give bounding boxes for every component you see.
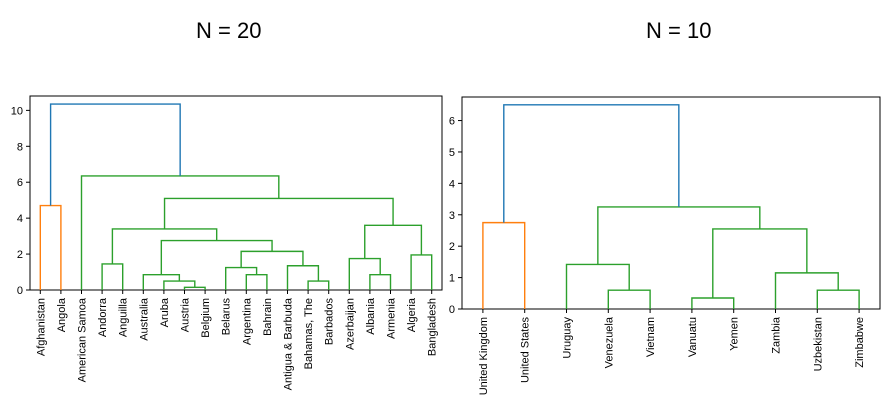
chart-title-right: N = 10 bbox=[646, 18, 712, 43]
right-dendrogram-link bbox=[774, 272, 839, 309]
left-ytick-label: 4 bbox=[17, 213, 23, 225]
right-ytick-label: 3 bbox=[449, 210, 455, 222]
right-leaf-label: Uruguay bbox=[562, 317, 574, 359]
left-leaf-label: Belarus bbox=[221, 298, 233, 336]
left-dendrogram-link bbox=[240, 250, 304, 268]
left-ytick-label: 10 bbox=[11, 105, 23, 117]
left-ytick-label: 2 bbox=[17, 249, 23, 261]
left-dendrogram-link bbox=[142, 274, 181, 290]
left-dendrogram-link bbox=[307, 280, 330, 290]
left-dendrogram-link bbox=[348, 257, 381, 290]
left-leaf-label: Anguilla bbox=[118, 297, 130, 337]
right-leaf-label: United Kingdom bbox=[478, 317, 490, 395]
right-dendrogram-link bbox=[607, 289, 651, 309]
left-leaf-label: Aruba bbox=[159, 297, 171, 327]
left-leaf-label: American Samoa bbox=[77, 297, 89, 382]
left-plot-frame bbox=[29, 95, 443, 291]
left-leaf-label: Armenia bbox=[386, 297, 398, 339]
left-dendrogram-link bbox=[286, 265, 320, 290]
chart-title-left: N = 20 bbox=[196, 18, 262, 43]
left-dendrogram-link bbox=[369, 274, 392, 290]
left-leaf-label: Austria bbox=[180, 297, 192, 332]
right-leaf-label: United States bbox=[520, 317, 532, 384]
right-ytick-label: 6 bbox=[449, 116, 455, 128]
left-leaf-label: Afghanistan bbox=[35, 298, 47, 356]
right-leaf-label: Vietnam bbox=[645, 317, 657, 357]
left-leaf-label: Algeria bbox=[406, 297, 418, 332]
right-leaf-label: Uzbekistan bbox=[812, 317, 824, 371]
right-leaf-label: Yemen bbox=[729, 317, 741, 351]
left-leaf-label: Andorra bbox=[97, 297, 109, 337]
left-dendrogram-link bbox=[183, 286, 206, 290]
right-leaf-label: Venezuela bbox=[603, 316, 615, 368]
right-ytick-label: 1 bbox=[449, 273, 455, 285]
left-dendrogram-link bbox=[101, 263, 124, 290]
right-dendrogram-link bbox=[712, 228, 808, 299]
left-dendrogram-link bbox=[163, 280, 196, 290]
right-leaf-label: Zambia bbox=[771, 316, 783, 354]
left-dendrogram-link bbox=[160, 239, 273, 275]
right-leaf-label: Vanuatu bbox=[687, 317, 699, 357]
left-leaf-label: Angola bbox=[56, 297, 68, 332]
left-leaf-label: Antigua & Barbuda bbox=[283, 297, 295, 390]
left-dendrogram-link bbox=[39, 204, 62, 290]
left-ytick-label: 6 bbox=[17, 177, 23, 189]
right-ytick-label: 0 bbox=[449, 304, 455, 316]
left-dendrogram-link bbox=[163, 197, 394, 229]
left-leaf-label: Belgium bbox=[200, 298, 212, 338]
left-dendrogram-link bbox=[111, 228, 218, 264]
left-dendrogram-link bbox=[245, 274, 268, 290]
left-leaf-label: Bangladesh bbox=[427, 298, 439, 356]
right-dendrogram-link bbox=[482, 221, 526, 309]
right-plot-frame bbox=[461, 96, 881, 310]
left-leaf-label: Bahamas, The bbox=[303, 298, 315, 369]
left-dendrogram-link bbox=[410, 254, 433, 290]
left-dendrogram-link bbox=[49, 103, 181, 206]
left-leaf-label: Albania bbox=[365, 297, 377, 335]
left-dendrogram-link bbox=[80, 175, 280, 290]
right-dendrogram-link bbox=[503, 104, 680, 223]
left-ytick-label: 0 bbox=[17, 285, 23, 297]
left-dendrogram-link bbox=[225, 266, 258, 290]
right-dendrogram-link bbox=[565, 263, 630, 309]
left-leaf-label: Azerbaijan bbox=[344, 298, 356, 350]
right-ytick-label: 2 bbox=[449, 241, 455, 253]
right-dendrogram-link bbox=[816, 289, 860, 309]
left-leaf-label: Australia bbox=[138, 297, 150, 341]
right-dendrogram-link bbox=[691, 297, 735, 309]
right-ytick-label: 5 bbox=[449, 147, 455, 159]
left-leaf-label: Bahrain bbox=[262, 298, 274, 336]
right-dendrogram-link bbox=[597, 206, 761, 265]
left-leaf-label: Argentina bbox=[241, 297, 253, 345]
left-leaf-label: Barbados bbox=[324, 298, 336, 346]
right-leaf-label: Zimbabwe bbox=[854, 317, 866, 368]
left-ytick-label: 8 bbox=[17, 141, 23, 153]
left-dendrogram-link bbox=[364, 224, 423, 259]
right-ytick-label: 4 bbox=[449, 178, 455, 190]
